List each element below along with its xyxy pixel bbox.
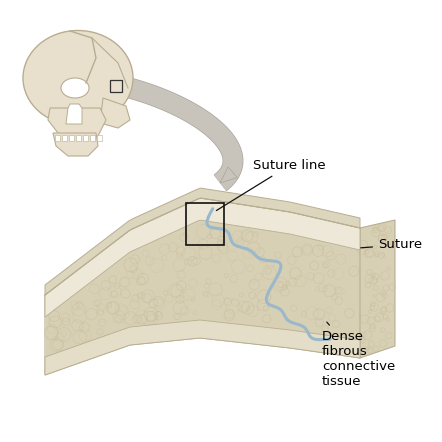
Text: Suture line: Suture line: [217, 159, 326, 210]
Ellipse shape: [23, 30, 133, 126]
Bar: [96, 135, 102, 141]
Polygon shape: [45, 320, 360, 375]
Polygon shape: [53, 133, 98, 156]
Bar: [54, 135, 60, 141]
Polygon shape: [360, 220, 395, 358]
Polygon shape: [45, 198, 360, 375]
Polygon shape: [66, 104, 82, 124]
Polygon shape: [220, 167, 237, 183]
Polygon shape: [100, 98, 130, 128]
Polygon shape: [48, 108, 106, 140]
Bar: [69, 135, 73, 141]
Polygon shape: [45, 198, 360, 317]
Text: Dense
fibrous
connective
tissue: Dense fibrous connective tissue: [322, 322, 395, 388]
Bar: [110, 80, 122, 92]
Bar: [76, 135, 80, 141]
Polygon shape: [45, 188, 360, 295]
Ellipse shape: [61, 78, 89, 98]
Polygon shape: [45, 220, 360, 357]
Bar: [83, 135, 88, 141]
Bar: [186, 203, 224, 245]
Bar: [61, 135, 66, 141]
Text: Suture: Suture: [361, 239, 422, 251]
Bar: [89, 135, 95, 141]
